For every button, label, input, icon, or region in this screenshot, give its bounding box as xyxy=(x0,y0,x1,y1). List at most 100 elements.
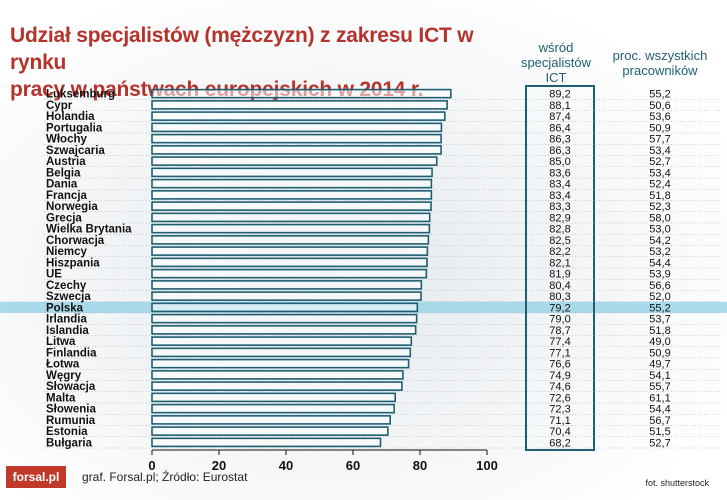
all-value-label: 52,7 xyxy=(649,437,670,449)
all-value-label: 53,4 xyxy=(649,145,670,157)
all-value-label: 58,0 xyxy=(649,212,670,224)
bar xyxy=(151,111,446,121)
all-value-label: 54,4 xyxy=(649,257,670,269)
all-value-label: 55,2 xyxy=(649,89,670,101)
all-value-label: 53,7 xyxy=(649,314,670,326)
category-label: Chorwacja xyxy=(46,235,105,247)
all-value-label: 52,4 xyxy=(649,179,670,191)
category-label: Rumunia xyxy=(46,415,96,427)
all-value-label: 61,1 xyxy=(649,392,670,404)
ict-value-label: 83,4 xyxy=(549,179,570,191)
column-header-all-line-2: pracowników xyxy=(622,63,698,78)
all-value-label: 56,7 xyxy=(649,415,670,427)
bar xyxy=(151,291,422,301)
bar xyxy=(151,212,431,223)
bar xyxy=(151,156,438,166)
ict-value-label: 83,4 xyxy=(549,190,570,202)
category-label: Dania xyxy=(46,179,78,191)
column-header-ict: wśród specjalistów ICT xyxy=(514,40,598,85)
bar xyxy=(151,190,433,200)
bar xyxy=(151,347,412,358)
bar xyxy=(151,268,428,279)
ict-value-label: 70,4 xyxy=(549,426,570,438)
category-label: Wielka Brytania xyxy=(46,224,132,236)
all-value-label: 53,0 xyxy=(649,224,670,236)
bar xyxy=(151,280,423,290)
all-value-label: 53,9 xyxy=(649,269,670,281)
column-header-all-line-1: proc. wszystkich xyxy=(612,48,708,63)
ict-value-label: 86,3 xyxy=(549,134,570,146)
category-label: Holandia xyxy=(46,111,95,123)
ict-value-label: 82,8 xyxy=(549,224,570,236)
category-label: Finlandia xyxy=(46,347,97,359)
ict-value-label: 83,6 xyxy=(549,167,570,179)
ict-value-label: 76,6 xyxy=(549,359,570,371)
bar xyxy=(151,100,448,110)
all-value-label: 51,5 xyxy=(649,426,670,438)
all-value-label: 53,4 xyxy=(649,167,670,179)
category-label: Słowacja xyxy=(46,381,96,393)
source-caption: graf. Forsal.pl; Źródło: Eurostat xyxy=(82,470,248,484)
ict-value-label: 79,0 xyxy=(549,314,570,326)
all-value-label: 55,7 xyxy=(649,381,670,393)
all-value-label: 52,7 xyxy=(649,156,670,168)
ict-value-label: 87,4 xyxy=(549,111,570,123)
category-label: Węgry xyxy=(46,370,82,382)
category-label: Niemcy xyxy=(46,246,88,258)
bar xyxy=(151,257,428,268)
ict-value-label: 80,3 xyxy=(549,291,570,303)
all-value-label: 54,4 xyxy=(649,404,670,416)
category-label: Malta xyxy=(46,392,76,404)
bar xyxy=(151,336,413,346)
category-label: Litwa xyxy=(46,336,76,348)
all-value-label: 52,3 xyxy=(649,201,670,213)
bar xyxy=(151,392,397,403)
category-label: Belgia xyxy=(46,167,81,179)
ict-value-label: 83,3 xyxy=(549,201,570,213)
bar xyxy=(151,370,404,380)
all-value-label: 50,6 xyxy=(649,100,670,112)
ict-value-label: 82,2 xyxy=(549,246,570,258)
ict-value-label: 72,3 xyxy=(549,404,570,416)
ict-value-label: 80,4 xyxy=(549,280,570,292)
all-value-label: 53,2 xyxy=(649,246,670,258)
bar xyxy=(151,358,410,369)
x-tick-label: 20 xyxy=(212,458,226,473)
category-label: UE xyxy=(46,269,62,281)
bar xyxy=(151,235,430,245)
all-value-label: 49,0 xyxy=(649,336,670,348)
bar xyxy=(151,178,433,189)
ict-value-label: 74,6 xyxy=(549,381,570,393)
ict-value-label: 77,4 xyxy=(549,336,570,348)
all-value-label: 51,8 xyxy=(649,190,670,202)
column-header-all: proc. wszystkich pracowników xyxy=(600,48,720,78)
category-label: Szwecja xyxy=(46,291,91,303)
x-tick-label: 80 xyxy=(413,458,427,473)
category-label: Bułgaria xyxy=(46,437,93,449)
x-tick-label: 40 xyxy=(279,458,293,473)
bar xyxy=(151,201,432,211)
all-value-label: 57,7 xyxy=(649,134,670,146)
all-value-label: 52,0 xyxy=(649,291,670,303)
bar xyxy=(151,403,396,414)
ict-value-label: 71,1 xyxy=(549,415,570,427)
bar xyxy=(151,246,429,256)
ict-value-label: 82,9 xyxy=(549,212,570,224)
category-label: Łotwa xyxy=(46,359,80,371)
column-header-ict-line-1: wśród xyxy=(538,40,574,55)
ict-value-label: 77,1 xyxy=(549,347,570,359)
ict-value-label: 82,5 xyxy=(549,235,570,247)
ict-value-label: 68,2 xyxy=(549,437,570,449)
ict-value-label: 86,4 xyxy=(549,122,570,134)
all-value-label: 51,8 xyxy=(649,325,670,337)
bar xyxy=(151,122,443,133)
category-label: Francja xyxy=(46,190,88,202)
bar xyxy=(151,325,417,335)
x-tick-label: 0 xyxy=(148,458,155,473)
all-value-label: 55,2 xyxy=(649,302,670,314)
bar xyxy=(151,381,403,391)
all-value-label: 53,6 xyxy=(649,111,670,123)
x-tick-label: 100 xyxy=(476,458,498,473)
ict-value-label: 89,2 xyxy=(549,89,570,101)
